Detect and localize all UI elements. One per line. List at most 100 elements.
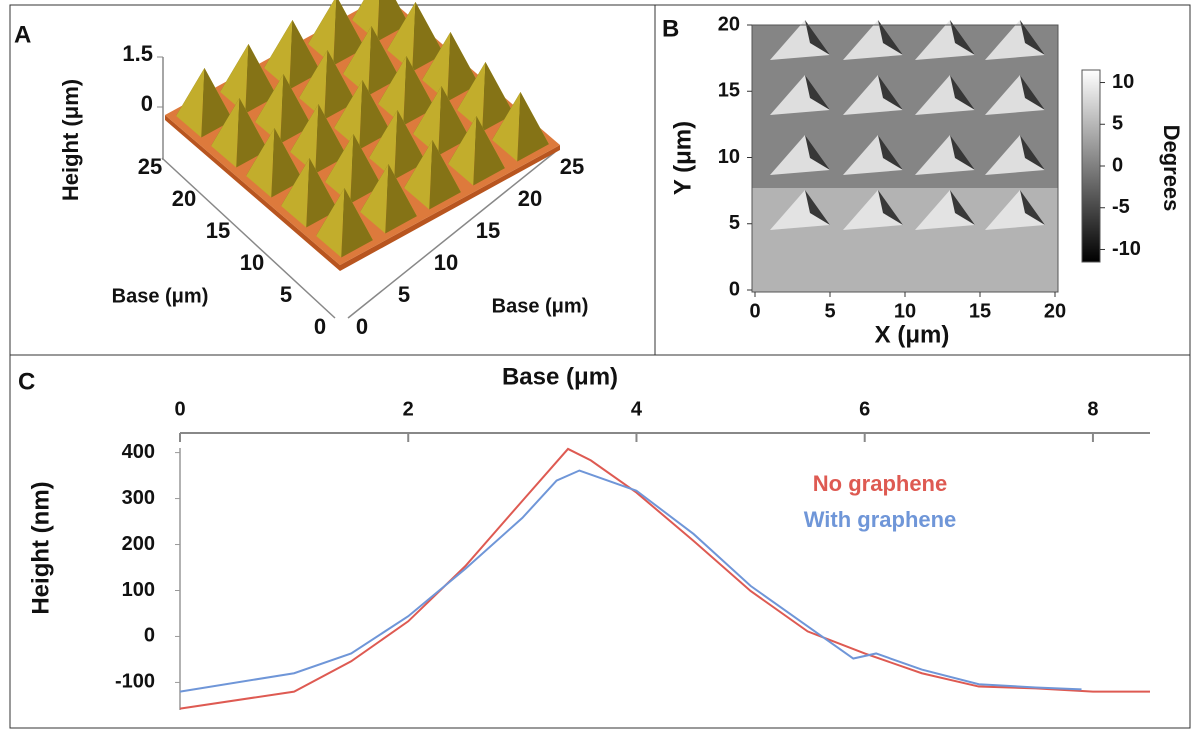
pyramid-face — [350, 134, 382, 204]
pyramid-face — [246, 128, 275, 198]
x-tick-label: 5 — [398, 282, 410, 307]
x-tick-label: 2 — [403, 398, 414, 420]
y-tick-label: 0 — [314, 314, 326, 339]
chevron-dark — [1020, 135, 1045, 170]
chevron-dark — [878, 135, 903, 170]
pyramid-face — [448, 116, 477, 186]
y-tick-label: 10 — [240, 250, 264, 275]
x-tick-label: 20 — [518, 186, 542, 211]
pyramid-face — [429, 140, 461, 210]
x-tick-label: 0 — [174, 398, 185, 420]
y-tick-label: 10 — [718, 146, 740, 168]
panel-label: C — [18, 368, 35, 395]
chevron-dark — [950, 135, 975, 170]
chevron-dark — [1020, 20, 1045, 55]
x-tick-label: 15 — [476, 218, 500, 243]
pyramid-face — [387, 2, 416, 72]
pyramid-face — [473, 116, 505, 186]
colorbar-label: Degrees — [1159, 125, 1184, 212]
panel-label: B — [662, 15, 679, 42]
x-tick-label: 0 — [749, 300, 760, 322]
chevron-light — [985, 75, 1045, 115]
z-axis-label: Height (μm) — [58, 79, 83, 201]
axis-line — [161, 157, 336, 319]
pyramid-face — [316, 188, 345, 258]
panel-label: A — [14, 21, 31, 48]
pyramid-face — [289, 20, 321, 90]
y-tick-label: 100 — [122, 579, 155, 601]
pyramid-face — [368, 26, 400, 96]
colorbar-tick-label: 5 — [1112, 113, 1123, 135]
pyramid-face — [492, 92, 521, 162]
chevron-dark — [878, 20, 903, 55]
pyramid-face — [422, 32, 451, 102]
y-axis-label: Y (μm) — [669, 121, 696, 195]
chevron-dark — [878, 190, 903, 225]
pyramid-face — [359, 80, 391, 150]
data-line — [179, 447, 1150, 710]
pyramid-face — [517, 92, 549, 162]
chevron-light — [770, 135, 830, 175]
axis-line — [347, 151, 556, 319]
pyramid-face — [281, 158, 310, 228]
plate-side — [165, 115, 560, 271]
y-tick-label: 15 — [718, 80, 740, 102]
pyramid-face — [482, 62, 514, 132]
pyramid-face — [201, 68, 233, 138]
pyramid-face — [341, 188, 373, 258]
chevron-light — [915, 75, 975, 115]
chevron-dark — [805, 20, 830, 55]
pyramid-face — [447, 32, 479, 102]
chevron-light — [843, 190, 903, 230]
chevron-light — [915, 190, 975, 230]
x-tick-label: 25 — [560, 154, 584, 179]
y-tick-label: -100 — [115, 671, 155, 693]
pyramid-face — [334, 80, 363, 150]
z-tick-label: 0 — [141, 91, 153, 116]
y-tick-label: 15 — [206, 218, 230, 243]
pyramid-face — [290, 104, 319, 174]
pyramid-face — [324, 50, 356, 120]
y-tick-label: 5 — [280, 282, 292, 307]
colorbar-tick-label: -10 — [1112, 238, 1141, 260]
chevron-light — [985, 190, 1045, 230]
x-tick-label: 5 — [824, 300, 835, 322]
y-tick-label: 0 — [729, 278, 740, 300]
chevron-light — [843, 135, 903, 175]
x-tick-label: 6 — [859, 398, 870, 420]
pyramid-face — [343, 26, 372, 96]
chevron-light — [770, 20, 830, 60]
y-tick-label: 20 — [172, 186, 196, 211]
pyramid-face — [403, 56, 435, 126]
chevron-light — [770, 190, 830, 230]
legend-entry: No graphene — [813, 471, 947, 496]
chevron-dark — [805, 190, 830, 225]
pyramid-face — [412, 2, 444, 72]
chevron-dark — [950, 190, 975, 225]
pyramid-face — [176, 68, 205, 138]
pyramid-face — [255, 74, 284, 144]
pyramid-face — [385, 164, 417, 234]
pyramid-face — [264, 20, 293, 90]
pyramid-face — [457, 62, 486, 132]
legend-entry: With graphene — [804, 507, 957, 532]
y-axis-label: Height (nm) — [27, 481, 54, 614]
pyramid-face — [378, 56, 407, 126]
pyramid-face — [333, 0, 365, 66]
chevron-light — [843, 20, 903, 60]
pyramid-face — [404, 140, 433, 210]
y-tick-label: 0 — [144, 625, 155, 647]
chevron-dark — [1020, 75, 1045, 110]
colorbar — [1081, 69, 1101, 263]
pyramid-face — [325, 134, 354, 204]
colorbar-tick-label: -5 — [1112, 196, 1130, 218]
x-axis-label: X (μm) — [875, 321, 950, 348]
y-tick-label: 200 — [122, 533, 155, 555]
chevron-light — [915, 20, 975, 60]
x-tick-label: 0 — [356, 314, 368, 339]
chevron-light — [985, 135, 1045, 175]
colorbar-tick-label: 0 — [1112, 154, 1123, 176]
pyramid-face — [271, 128, 303, 198]
panel-frame — [9, 354, 1191, 729]
pyramid-face — [306, 158, 338, 228]
